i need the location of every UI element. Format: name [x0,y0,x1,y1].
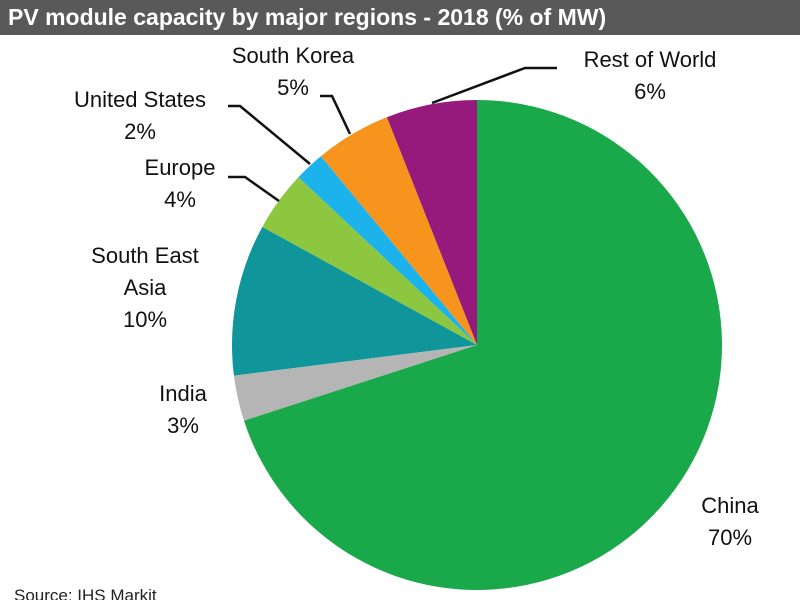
category-label: United States [73,87,207,112]
category-label: South Korea [231,43,355,68]
slice-label: United States 2% [45,84,235,148]
value-label: 2% [124,119,156,144]
leader-line [431,66,557,105]
category-label: South East Asia [91,243,199,300]
pie-slice [232,226,477,376]
pie-slice [262,177,477,345]
chart-title: PV module capacity by major regions - 20… [8,4,607,30]
slice-label: China 70% [660,490,800,554]
slice-label: South East Asia 10% [80,240,210,336]
leader-line [228,175,280,203]
slice-label: India 3% [123,378,243,442]
pie-slice [320,117,477,345]
value-label: 70% [707,525,753,550]
value-label: 5% [277,75,309,100]
value-label: 6% [634,79,666,104]
category-label: Europe [144,155,216,180]
category-label: Rest of World [583,47,717,72]
value-label: 10% [122,307,168,332]
category-label: India [159,381,207,406]
slice-label: South Korea 5% [198,40,388,104]
category-label: China [701,493,759,518]
pie-slice [233,345,477,421]
title-bar: PV module capacity by major regions - 20… [0,0,800,35]
slice-label: Rest of World 6% [550,44,750,108]
leader-lines [228,66,557,203]
source-note: Source: IHS Markit [14,586,157,600]
leader-line [228,104,311,165]
slice-label: Europe 4% [120,152,240,216]
value-label: 3% [167,413,199,438]
pie-slice [243,100,722,591]
leader-line [320,94,352,135]
pie-slice [386,100,477,345]
value-label: 4% [164,187,196,212]
pie-slice [298,156,477,345]
